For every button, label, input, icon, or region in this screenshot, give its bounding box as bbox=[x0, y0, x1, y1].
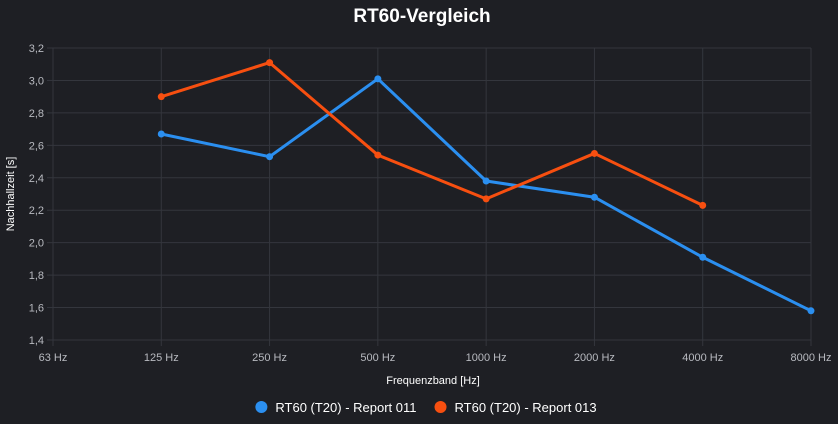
data-point bbox=[374, 75, 382, 83]
y-axis-title: Nachhallzeit [s] bbox=[5, 157, 17, 232]
x-tick-label: 250 Hz bbox=[252, 352, 287, 364]
y-tick-label: 2,6 bbox=[29, 140, 44, 152]
data-point bbox=[482, 195, 490, 203]
x-tick-label: 8000 Hz bbox=[791, 352, 832, 364]
data-point bbox=[590, 193, 598, 201]
y-tick-label: 2,2 bbox=[29, 205, 44, 217]
data-point bbox=[157, 130, 165, 138]
legend-label: RT60 (T20) - Report 013 bbox=[455, 400, 597, 415]
data-point bbox=[482, 177, 490, 185]
y-axis-ticks: 3,2 3,0 2,8 2,6 2,4 2,2 2,0 1,8 1,6 1,4 bbox=[29, 43, 44, 347]
data-point bbox=[807, 307, 815, 315]
legend-marker bbox=[434, 401, 447, 413]
series-2 bbox=[157, 59, 707, 209]
chart-title: RT60-Vergleich bbox=[353, 6, 490, 27]
x-tick-label: 2000 Hz bbox=[574, 352, 615, 364]
legend-item-1: RT60 (T20) - Report 011 bbox=[255, 400, 417, 415]
x-axis-ticks: 63 Hz 125 Hz 250 Hz 500 Hz 1000 Hz 2000 Hz 400… bbox=[39, 352, 832, 364]
series-line bbox=[159, 61, 705, 207]
y-tick-label: 1,4 bbox=[29, 335, 44, 347]
y-tick-label: 2,0 bbox=[29, 238, 44, 250]
data-point bbox=[374, 151, 382, 159]
x-tick-label: 63 Hz bbox=[39, 352, 68, 364]
y-tick-label: 2,8 bbox=[29, 108, 44, 120]
legend-item-2: RT60 (T20) - Report 013 bbox=[434, 400, 597, 415]
y-tick-label: 1,8 bbox=[29, 270, 44, 282]
y-tick-label: 1,6 bbox=[29, 303, 44, 315]
legend: RT60 (T20) - Report 011 RT60 (T20) - Repo… bbox=[255, 400, 597, 415]
series-1 bbox=[157, 75, 815, 315]
grid-lines bbox=[47, 47, 812, 346]
x-tick-label: 500 Hz bbox=[360, 352, 395, 364]
data-point bbox=[699, 253, 707, 261]
y-tick-label: 3,0 bbox=[29, 75, 44, 87]
data-point bbox=[699, 201, 707, 209]
data-point bbox=[266, 59, 274, 67]
y-tick-label: 2,4 bbox=[29, 173, 44, 185]
x-axis-title: Frequenzband [Hz] bbox=[386, 375, 480, 387]
legend-marker bbox=[255, 401, 268, 413]
x-tick-label: 4000 Hz bbox=[682, 352, 723, 364]
data-point bbox=[590, 149, 598, 157]
series-layer bbox=[157, 59, 815, 315]
x-tick-label: 1000 Hz bbox=[466, 352, 507, 364]
x-tick-label: 125 Hz bbox=[144, 352, 179, 364]
data-point bbox=[157, 93, 165, 101]
y-tick-label: 3,2 bbox=[29, 43, 44, 55]
data-point bbox=[266, 153, 274, 161]
legend-label: RT60 (T20) - Report 011 bbox=[275, 400, 416, 415]
